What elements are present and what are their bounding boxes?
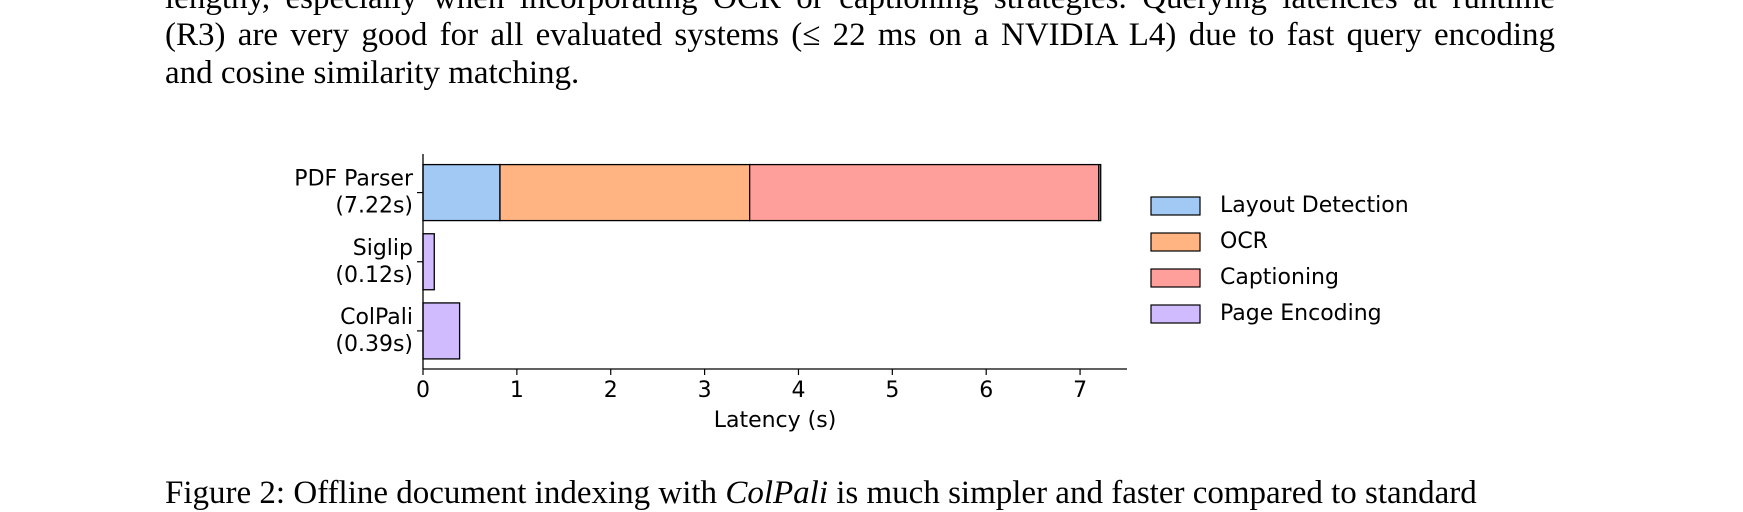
chart: PDF Parser(7.22s) Siglip(0.12s) ColPali(0.… (294, 154, 1409, 433)
y-tick-label: PDF Parser (294, 167, 414, 192)
x-tick-label: 0 (416, 378, 430, 403)
y-tick-label: ColPali (340, 305, 413, 330)
caption-text: Figure 2: Offline document indexing with (165, 475, 726, 511)
caption: Figure 2: Offline document indexing with… (165, 475, 1555, 512)
x-tick-label: 4 (791, 378, 805, 403)
y-tick-label: (0.39s) (335, 332, 413, 357)
bar-segment (749, 163, 1100, 222)
x-tick-label: 6 (979, 378, 993, 403)
bar-segment (499, 163, 751, 222)
paragraph-line: lengthy, especially when incorporating O… (165, 0, 1555, 17)
x-tick-label: 1 (510, 378, 524, 403)
y-tick-label: (7.22s) (335, 194, 413, 219)
bar-segment (1098, 163, 1102, 222)
legend-label: Page Encoding (1220, 301, 1382, 326)
caption-italic: ColPali (725, 475, 828, 511)
legend-label: Layout Detection (1220, 193, 1409, 218)
bar-segment (422, 302, 461, 360)
caption-text: is much simpler and faster compared to s… (828, 475, 1477, 511)
bar-segment (422, 163, 501, 222)
legend-swatch (1150, 196, 1201, 216)
paragraph-line: (R3) are very good for all evaluated sys… (165, 17, 1555, 53)
legend-swatch (1150, 268, 1201, 288)
y-tick-label: (0.12s) (335, 263, 413, 288)
x-axis-label: Latency (s) (714, 408, 837, 433)
legend-label: Captioning (1220, 265, 1339, 290)
legend-swatch (1150, 232, 1201, 252)
paragraph-line: and cosine similarity matching. (165, 55, 580, 91)
x-tick-label: 5 (885, 378, 899, 403)
legend-label: OCR (1220, 229, 1268, 254)
y-tick-label: Siglip (353, 236, 413, 261)
page: lengthy, especially when incorporating O… (165, 0, 1555, 511)
legend-swatch (1150, 304, 1201, 324)
x-tick-label: 2 (604, 378, 618, 403)
bar-segment (422, 233, 435, 291)
x-tick-label: 7 (1073, 378, 1087, 403)
x-tick-label: 3 (698, 378, 712, 403)
